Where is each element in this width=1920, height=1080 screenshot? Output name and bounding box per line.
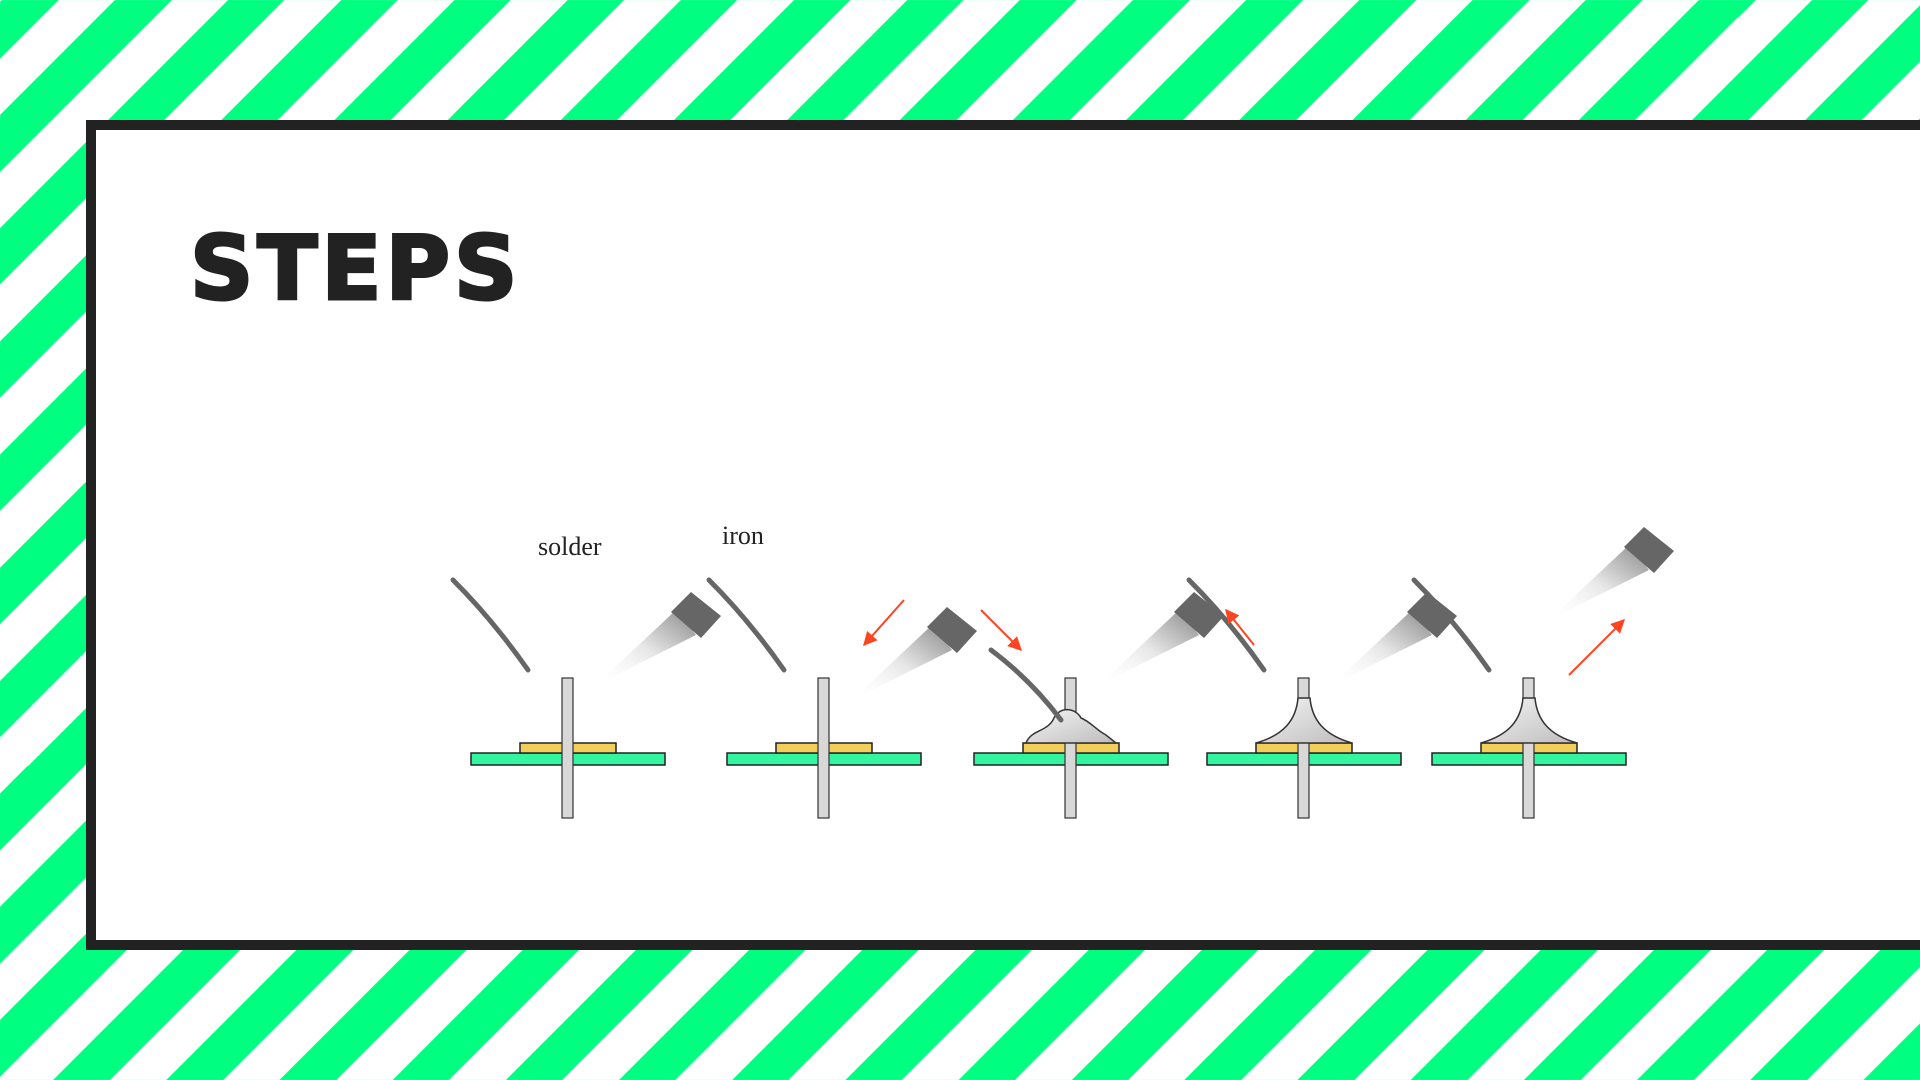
soldering-iron-shaft bbox=[1549, 545, 1649, 620]
component-lead bbox=[1297, 677, 1310, 819]
solder-feed-arrow bbox=[980, 609, 1022, 651]
iron-withdraw-arrow bbox=[1568, 619, 1625, 676]
soldering-iron-tip bbox=[671, 592, 721, 638]
component-lead bbox=[1522, 677, 1535, 819]
soldering-iron-tip bbox=[927, 607, 977, 653]
step-4 bbox=[1186, 577, 1457, 819]
soldering-iron-shaft bbox=[1332, 610, 1432, 685]
molten-solder bbox=[1024, 708, 1119, 744]
solder-fillet bbox=[1480, 697, 1578, 744]
solder-label: solder bbox=[538, 532, 602, 561]
slide-title: STEPS bbox=[188, 217, 522, 320]
step-1 bbox=[450, 577, 721, 819]
soldering-iron-shaft bbox=[1099, 610, 1199, 685]
soldering-iron-tip bbox=[1174, 592, 1224, 638]
solder-withdraw-arrow bbox=[1225, 608, 1255, 646]
solder-wire bbox=[988, 647, 1064, 723]
step-5 bbox=[1411, 527, 1674, 819]
solder-wire bbox=[450, 577, 531, 673]
soldering-iron-tip bbox=[1407, 592, 1457, 638]
step-3 bbox=[973, 592, 1224, 819]
solder-fillet bbox=[1255, 697, 1353, 744]
component-lead bbox=[817, 677, 830, 819]
step-2 bbox=[706, 577, 977, 819]
soldering-steps-diagram: solder iron bbox=[426, 370, 1806, 850]
iron-approach-arrow bbox=[863, 599, 905, 647]
component-lead bbox=[561, 677, 574, 819]
solder-wire bbox=[1411, 577, 1492, 673]
solder-wire bbox=[706, 577, 787, 673]
component-lead bbox=[1064, 677, 1077, 819]
soldering-iron-tip bbox=[1624, 527, 1674, 573]
iron-label: iron bbox=[722, 521, 764, 550]
soldering-steps-svg: solder iron bbox=[450, 521, 1674, 819]
soldering-iron-shaft bbox=[596, 610, 696, 685]
soldering-iron-shaft bbox=[852, 625, 952, 700]
slide-panel: STEPS solder iron bbox=[86, 120, 1920, 950]
steps-group bbox=[450, 527, 1674, 819]
